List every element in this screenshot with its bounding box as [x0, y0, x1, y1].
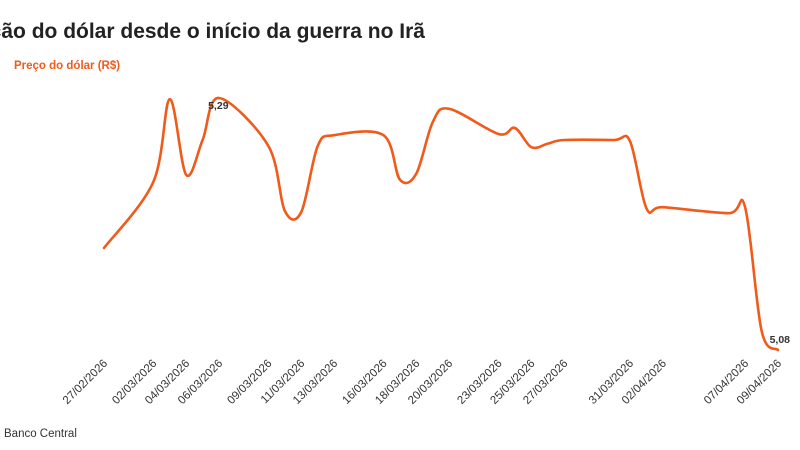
data-label: 5,08: [770, 334, 791, 346]
series-label: Preço do dólar (R$): [14, 60, 121, 72]
source-note: Banco Central: [4, 428, 77, 440]
series-line: [102, 96, 780, 352]
chart-title: ação do dólar desde o início da guerra n…: [0, 20, 425, 43]
x-tick-label: 27/02/2026: [61, 358, 110, 407]
data-label: 5,29: [208, 100, 229, 112]
